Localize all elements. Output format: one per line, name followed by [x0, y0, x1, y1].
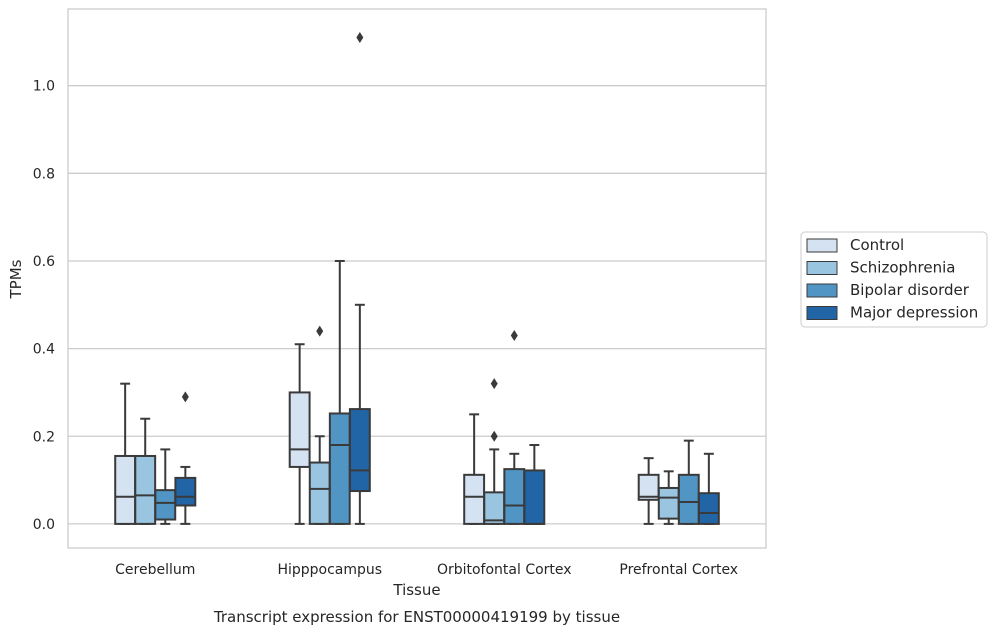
y-tick-label: 0.8	[33, 166, 55, 182]
iqr-box	[154, 489, 177, 521]
iqr-box	[328, 412, 351, 525]
outlier-point	[356, 31, 364, 43]
legend-label: Schizophrenia	[850, 259, 955, 277]
iqr-box	[174, 476, 197, 507]
box-element	[637, 457, 660, 525]
y-tick-labels: 0.0 0.2 0.4 0.6 0.8 1.0	[33, 79, 55, 533]
y-axis-label: TPMs	[7, 259, 25, 299]
chart-title: Transcript expression for ENST0000041919…	[213, 608, 620, 626]
iqr-box	[134, 454, 157, 525]
box-element	[174, 391, 197, 525]
x-axis-label: Tissue	[392, 581, 440, 599]
box-element	[114, 382, 137, 525]
box-element	[463, 413, 486, 525]
x-tick-labels: Cerebellum Hipppocampus Orbitofontal Corte…	[115, 562, 738, 578]
x-tick-label: Prefrontal Cortex	[619, 562, 738, 578]
iqr-box	[697, 492, 720, 525]
outlier-point	[181, 391, 189, 403]
iqr-box	[523, 469, 546, 525]
iqr-box	[677, 473, 700, 525]
iqr-box	[348, 408, 371, 493]
box-element	[308, 325, 331, 525]
y-tick-label: 0.4	[33, 342, 55, 358]
y-tick-label: 0.6	[33, 254, 55, 270]
y-tick-label: 1.0	[33, 79, 55, 95]
box-element	[134, 417, 157, 525]
y-tick-label: 0.2	[33, 429, 55, 445]
iqr-box	[463, 473, 486, 525]
iqr-box	[483, 491, 506, 525]
y-tick-label: 0.0	[33, 517, 55, 533]
box-element	[523, 444, 546, 525]
x-tick-label: Cerebellum	[115, 562, 195, 578]
box-element	[348, 31, 371, 525]
legend: Control Schizophrenia Bipolar disorder Majo…	[800, 231, 988, 328]
box-series-layer	[114, 31, 720, 525]
legend-label: Control	[850, 236, 904, 254]
outlier-point	[490, 430, 498, 442]
iqr-box	[503, 468, 526, 525]
plot-frame	[67, 8, 767, 549]
box-element	[697, 452, 720, 525]
legend-label: Major depression	[850, 304, 978, 322]
legend-label: Bipolar disorder	[850, 281, 970, 299]
x-tick-label: Orbitofontal Cortex	[437, 562, 572, 578]
iqr-box	[288, 391, 311, 468]
iqr-box	[657, 486, 680, 520]
outlier-point	[316, 325, 324, 337]
legend-frame	[800, 231, 988, 328]
legend-swatch	[806, 283, 838, 298]
iqr-box	[114, 454, 137, 525]
legend-swatch	[806, 261, 838, 275]
iqr-box	[308, 461, 331, 525]
outlier-point	[490, 378, 498, 390]
legend-swatch	[806, 238, 838, 253]
outlier-point	[510, 329, 518, 341]
x-tick-label: Hipppocampus	[277, 562, 382, 578]
box-element	[288, 343, 311, 525]
legend-swatch	[806, 306, 838, 320]
